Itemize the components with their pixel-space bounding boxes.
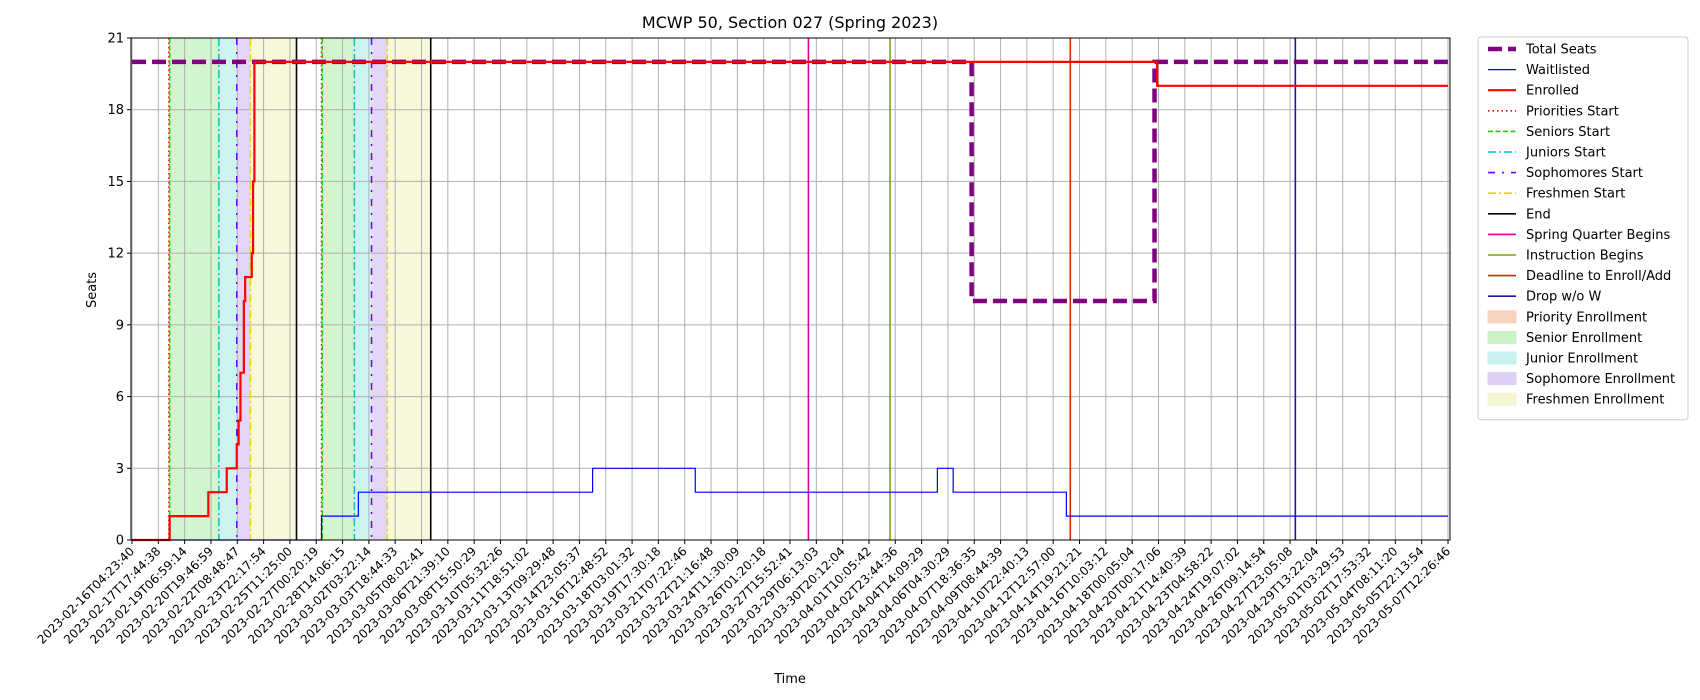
shaded-period <box>387 38 431 540</box>
shaded-period <box>218 38 237 540</box>
y-tick-label: 21 <box>107 32 124 47</box>
series-line <box>132 467 1448 541</box>
legend-label: Spring Quarter Begins <box>1526 228 1670 243</box>
y-axis-label: Seats <box>85 272 100 308</box>
legend-swatch <box>1487 372 1517 386</box>
legend-label: Senior Enrollment <box>1526 331 1642 346</box>
legend: Total Seats Waitlisted Enrolled Priorities … <box>1477 36 1689 421</box>
shaded-period <box>371 38 388 540</box>
y-tick-label: 18 <box>107 103 124 118</box>
chart-title: MCWP 50, Section 027 (Spring 2023) <box>642 13 938 32</box>
legend-label: End <box>1526 207 1551 222</box>
data-series <box>132 59 1448 542</box>
y-tick-label: 3 <box>116 462 124 477</box>
shaded-period <box>354 38 372 540</box>
shaded-period <box>169 38 219 540</box>
y-tick-label: 0 <box>116 534 124 549</box>
legend-swatch <box>1487 330 1517 344</box>
y-axis-ticks: 0 3 6 9 12 15 18 21 <box>107 32 131 549</box>
enrollment-period-shading <box>168 38 431 540</box>
legend-label: Sophomores Start <box>1526 166 1643 181</box>
y-tick-label: 12 <box>107 247 124 262</box>
legend-label: Seniors Start <box>1526 125 1610 140</box>
y-tick-label: 9 <box>116 318 124 333</box>
legend-label: Juniors Start <box>1525 146 1606 161</box>
legend-label: Junior Enrollment <box>1525 352 1638 367</box>
legend-label: Total Seats <box>1525 43 1597 58</box>
legend-swatch <box>1487 392 1517 406</box>
legend-box <box>1477 36 1689 421</box>
legend-label: Deadline to Enroll/Add <box>1526 269 1671 284</box>
legend-swatch <box>1487 310 1517 324</box>
series-line <box>132 60 1448 542</box>
shaded-period <box>236 38 251 540</box>
legend-label: Drop w/o W <box>1526 290 1602 305</box>
legend-label: Priority Enrollment <box>1526 310 1647 325</box>
legend-label: Priorities Start <box>1526 104 1619 119</box>
legend-label: Waitlisted <box>1526 63 1590 78</box>
y-tick-label: 15 <box>107 175 124 190</box>
legend-label: Sophomore Enrollment <box>1526 372 1675 387</box>
legend-label: Instruction Begins <box>1526 249 1644 264</box>
legend-label: Freshmen Start <box>1526 187 1625 202</box>
y-tick-label: 6 <box>116 390 124 405</box>
x-axis-ticks: 2023-02-16T04:23:402023-02-17T17:44:3820… <box>35 540 1453 647</box>
x-axis-label: Time <box>773 672 806 687</box>
shaded-period <box>322 38 355 540</box>
shaded-period <box>250 38 297 540</box>
legend-label: Enrolled <box>1526 84 1579 99</box>
legend-label: Freshmen Enrollment <box>1526 393 1664 408</box>
legend-swatch <box>1487 351 1517 365</box>
series-line <box>132 59 1448 304</box>
